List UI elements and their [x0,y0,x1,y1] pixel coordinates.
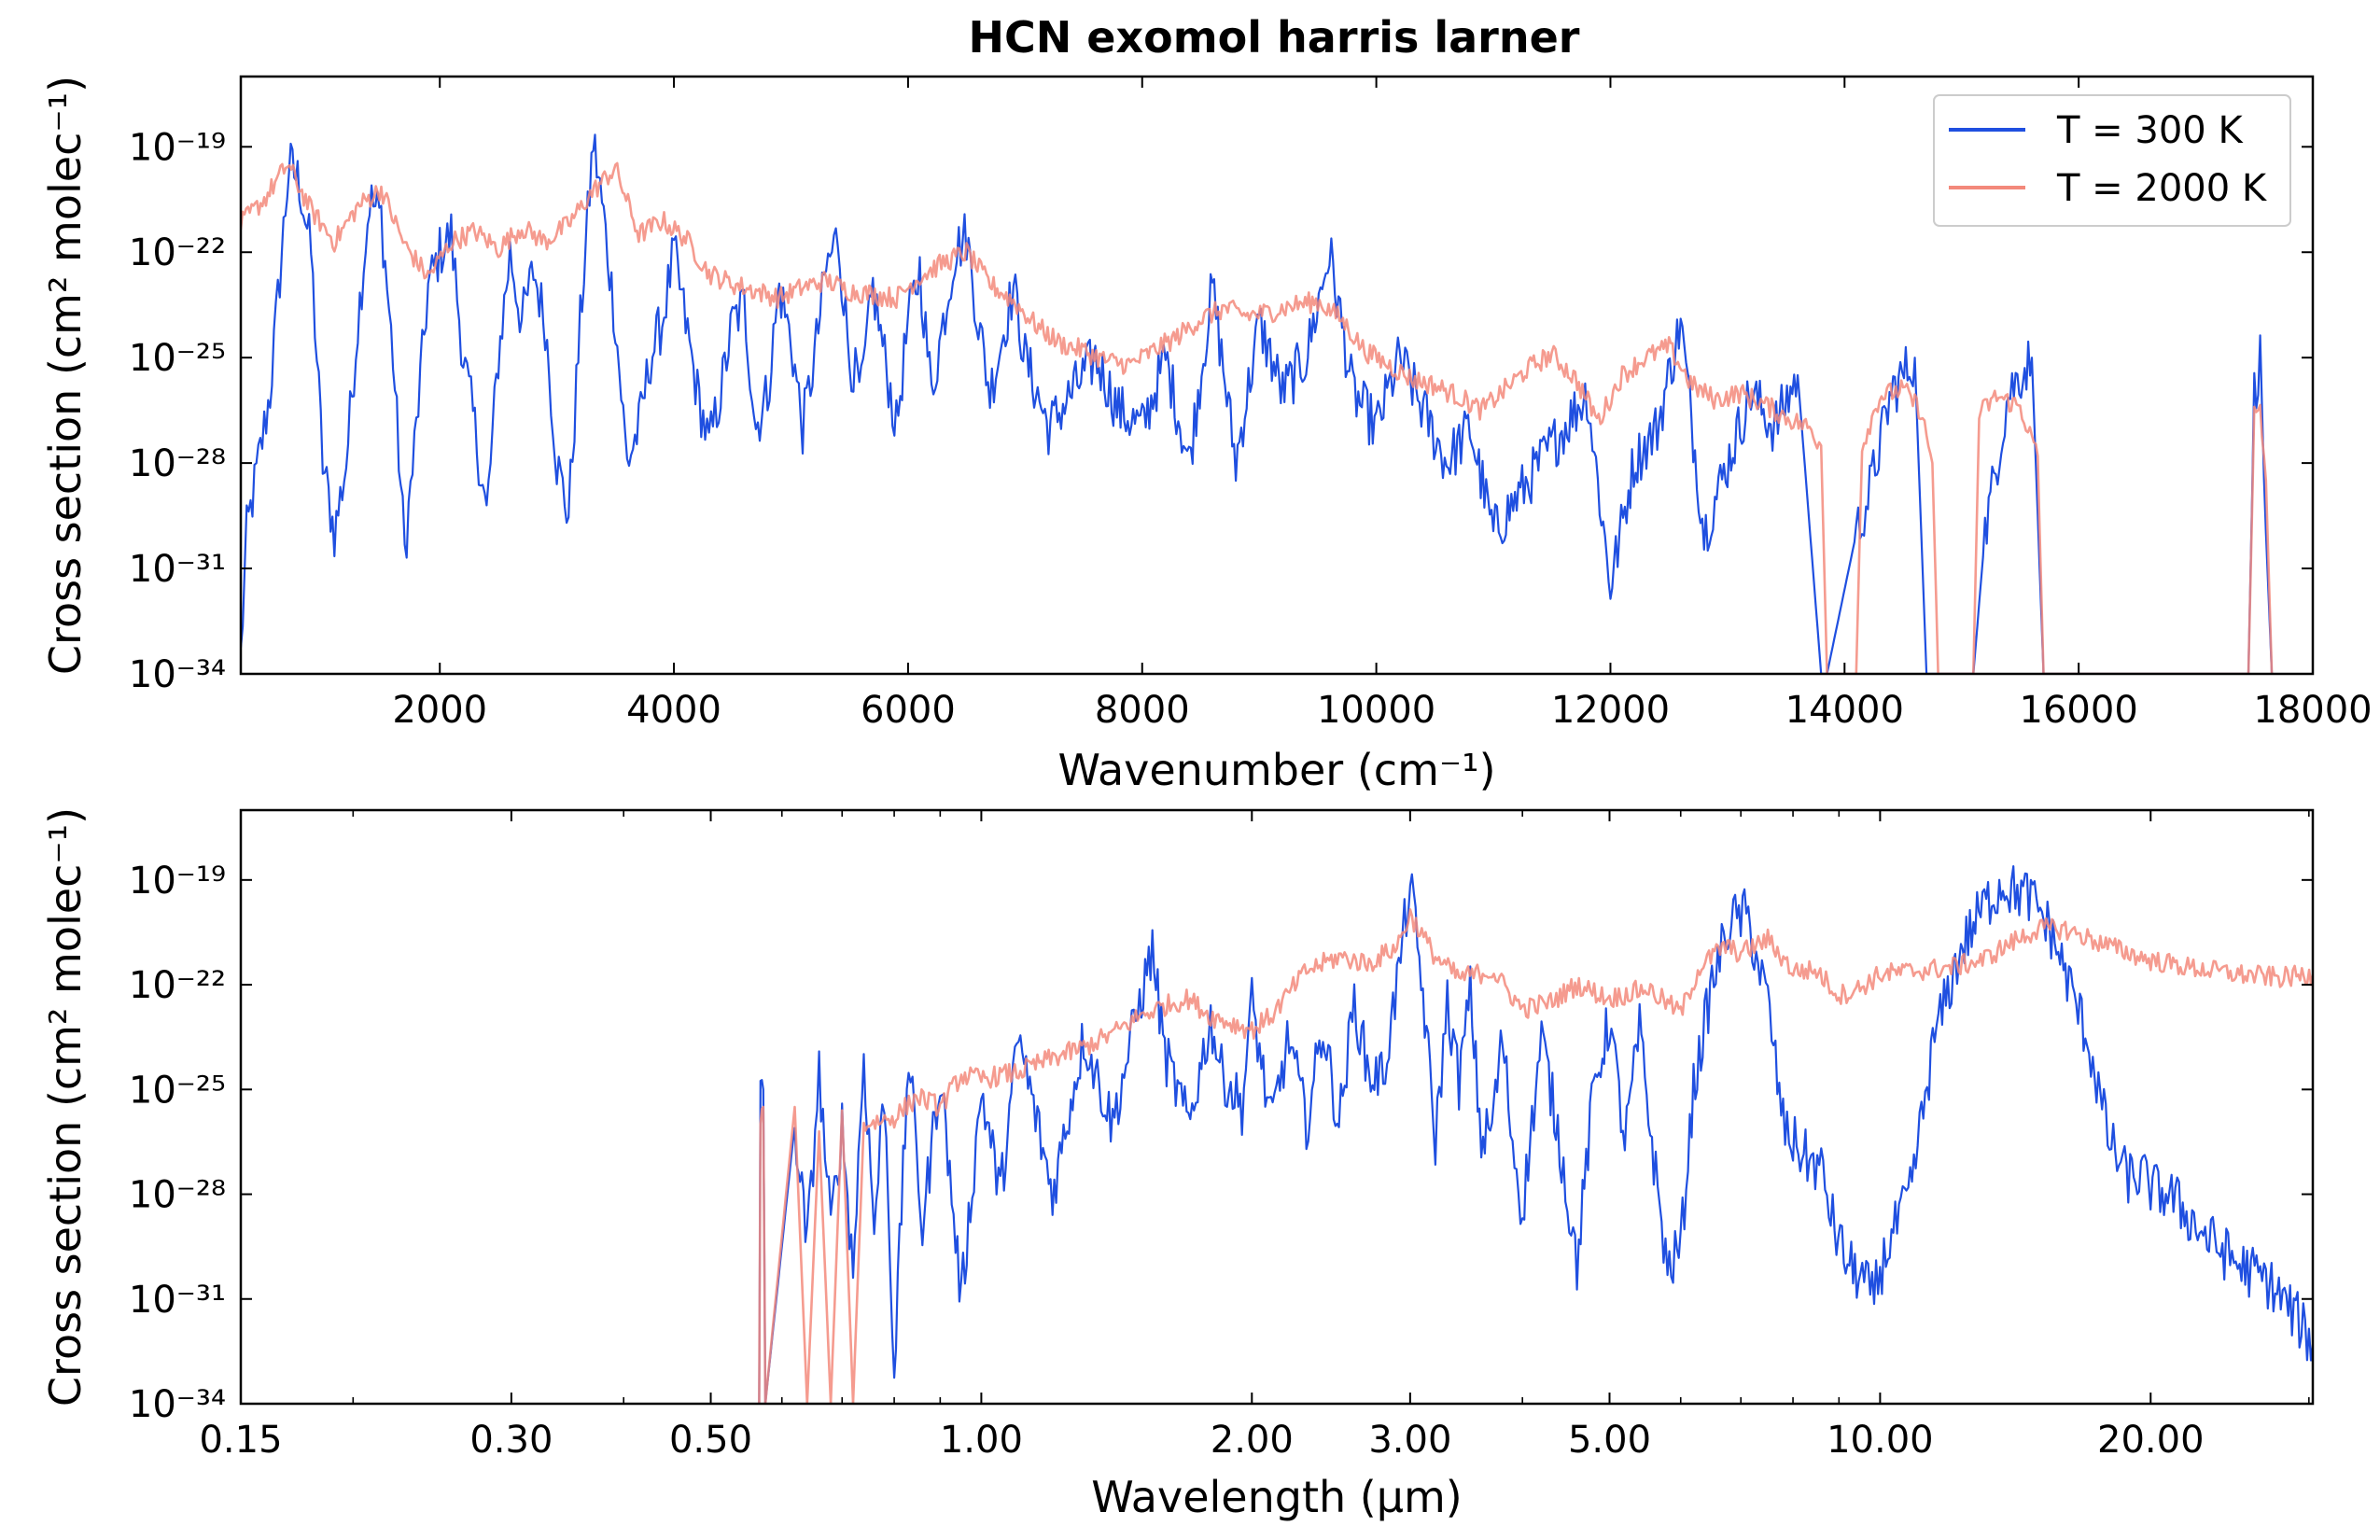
top-x-tick-label: 6000 [861,689,956,732]
top-x-tick-label: 12000 [1551,689,1670,732]
legend-label-t300: T = 300 K [2056,109,2244,152]
bottom-x-tick-label: 5.00 [1568,1419,1651,1462]
top-y-tick-label: 10⁻¹⁹ [129,126,226,169]
top-plot-frame [239,75,2315,676]
legend: T = 300 K T = 2000 K [1933,94,2291,227]
top-x-tick-label: 2000 [392,689,487,732]
bottom-y-tick-label: 10⁻²⁵ [129,1069,226,1112]
bottom-y-tick-label: 10⁻³⁴ [129,1383,226,1426]
bottom-series-t2000-line [758,908,2313,1404]
top-x-tick-label: 10000 [1317,689,1435,732]
top-x-tick-label: 4000 [626,689,721,732]
bottom-y-ticks: 10⁻³⁴ 10⁻³¹ 10⁻²⁸ 10⁻²⁵ 10⁻²² 10⁻¹⁹ [129,860,2313,1426]
bottom-y-axis-label: Cross section (cm² molec⁻¹) [40,807,91,1407]
bottom-y-tick-label: 10⁻¹⁹ [129,860,226,903]
bottom-x-tick-label: 2.00 [1211,1419,1294,1462]
top-series-t2000-line [241,161,2274,674]
bottom-x-ticks: 0.15 0.30 0.50 1.00 2.00 3.00 5.00 10.00 20.00 [199,810,2310,1462]
top-y-tick-label: 10⁻³⁴ [129,653,226,696]
bottom-y-tick-label: 10⁻³¹ [129,1279,226,1322]
bottom-plot-frame [239,808,2315,1406]
bottom-x-tick-label: 0.30 [469,1419,553,1462]
top-x-tick-label: 14000 [1785,689,1904,732]
top-y-tick-label: 10⁻²⁸ [129,442,226,485]
top-x-tick-label: 18000 [2253,689,2372,732]
top-x-axis-label: Wavenumber (cm⁻¹) [1057,745,1495,795]
bottom-y-tick-label: 10⁻²⁸ [129,1174,226,1217]
top-series-t300-line [241,133,2274,674]
bottom-x-tick-label: 20.00 [2097,1419,2205,1462]
chart-title: HCN exomol harris larner [968,12,1579,63]
bottom-x-tick-label: 10.00 [1827,1419,1934,1462]
legend-label-t2000: T = 2000 K [2056,167,2268,210]
bottom-x-tick-label: 3.00 [1368,1419,1451,1462]
top-y-ticks: 10⁻³⁴ 10⁻³¹ 10⁻²⁸ 10⁻²⁵ 10⁻²² 10⁻¹⁹ [129,126,2313,696]
bottom-series-area [758,865,2313,1404]
bottom-x-tick-label: 0.15 [199,1419,282,1462]
bottom-x-tick-label: 0.50 [669,1419,752,1462]
bottom-x-axis-label: Wavelength (μm) [1091,1472,1462,1522]
top-series-area [241,133,2274,674]
top-x-tick-label: 16000 [2020,689,2138,732]
top-y-tick-label: 10⁻²⁵ [129,337,226,380]
bottom-series-t300-line [758,865,2313,1404]
top-x-tick-label: 8000 [1095,689,1190,732]
top-y-tick-label: 10⁻²² [129,231,226,274]
top-y-axis-label: Cross section (cm² molec⁻¹) [40,76,91,675]
bottom-panel: 0.15 0.30 0.50 1.00 2.00 3.00 5.00 10.00 20.00 1… [40,807,2315,1522]
top-y-tick-label: 10⁻³¹ [129,548,226,591]
bottom-x-tick-label: 1.00 [940,1419,1023,1462]
bottom-y-tick-label: 10⁻²² [129,964,226,1007]
top-x-ticks: 2000 4000 6000 8000 10000 12000 14000 16000 1800… [392,77,2373,732]
top-panel: 2000 4000 6000 8000 10000 12000 14000 16000 1800… [40,75,2373,795]
